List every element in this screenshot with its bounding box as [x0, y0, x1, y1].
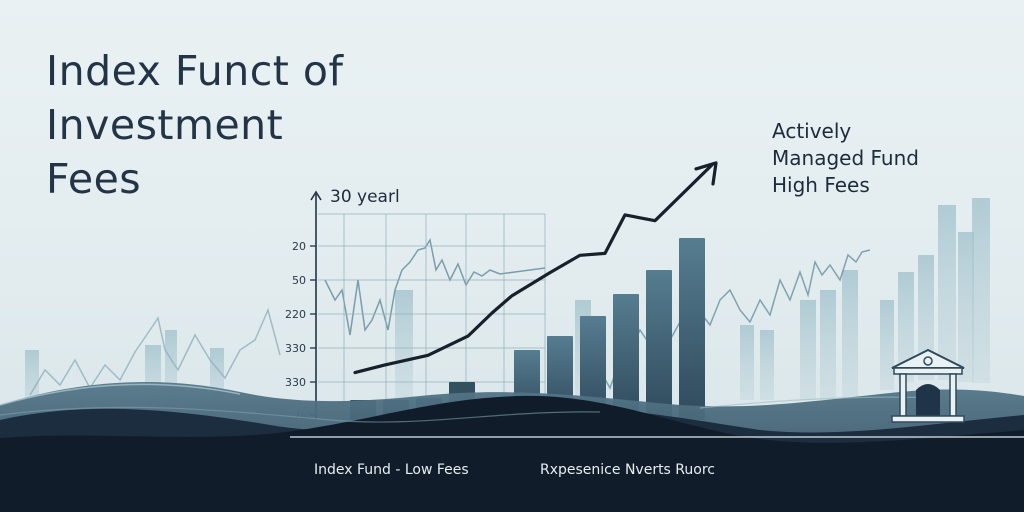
- background-decoration: [25, 198, 990, 410]
- y-tick-label: 220: [285, 308, 306, 321]
- footer-label-left: Index Fund - Low Fees: [314, 462, 469, 478]
- wave-ground: [0, 382, 1024, 512]
- chart-grid: [318, 213, 546, 416]
- bar: [646, 270, 672, 420]
- title-line-3: Fees: [46, 155, 142, 203]
- title-line-1: Index Funct of: [46, 47, 344, 95]
- bar: [679, 238, 705, 420]
- y-tick-label: 330: [285, 376, 306, 389]
- y-axis-arrow-icon: [310, 190, 322, 201]
- annotation-line-1: Actively: [772, 119, 852, 143]
- y-tick-label: 20: [292, 240, 306, 253]
- footer-label-right: Rxpesenice Nverts Ruorc: [540, 462, 715, 478]
- title-line-2: Investment: [46, 101, 284, 149]
- annotation-line-2: Managed Fund: [772, 146, 919, 170]
- active-fund-annotation: Actively Managed Fund High Fees: [772, 118, 919, 199]
- bank-building-icon: [891, 348, 965, 423]
- y-axis-title: 30 yearl: [330, 187, 400, 207]
- bar: [613, 294, 639, 420]
- arrow-up-icon: [694, 161, 718, 186]
- y-axis-ticks: 2050220330330ﾉﾑ: [285, 240, 316, 422]
- trend-line-group: [353, 161, 718, 375]
- page-title: Index Funct of Investment Fees: [46, 44, 343, 206]
- bar: [580, 316, 606, 420]
- y-tick-label: 330: [285, 342, 306, 355]
- trend-line: [353, 163, 714, 375]
- chart-axes: [310, 190, 322, 420]
- annotation-line-3: High Fees: [772, 173, 870, 197]
- y-tick-label: 50: [292, 274, 306, 287]
